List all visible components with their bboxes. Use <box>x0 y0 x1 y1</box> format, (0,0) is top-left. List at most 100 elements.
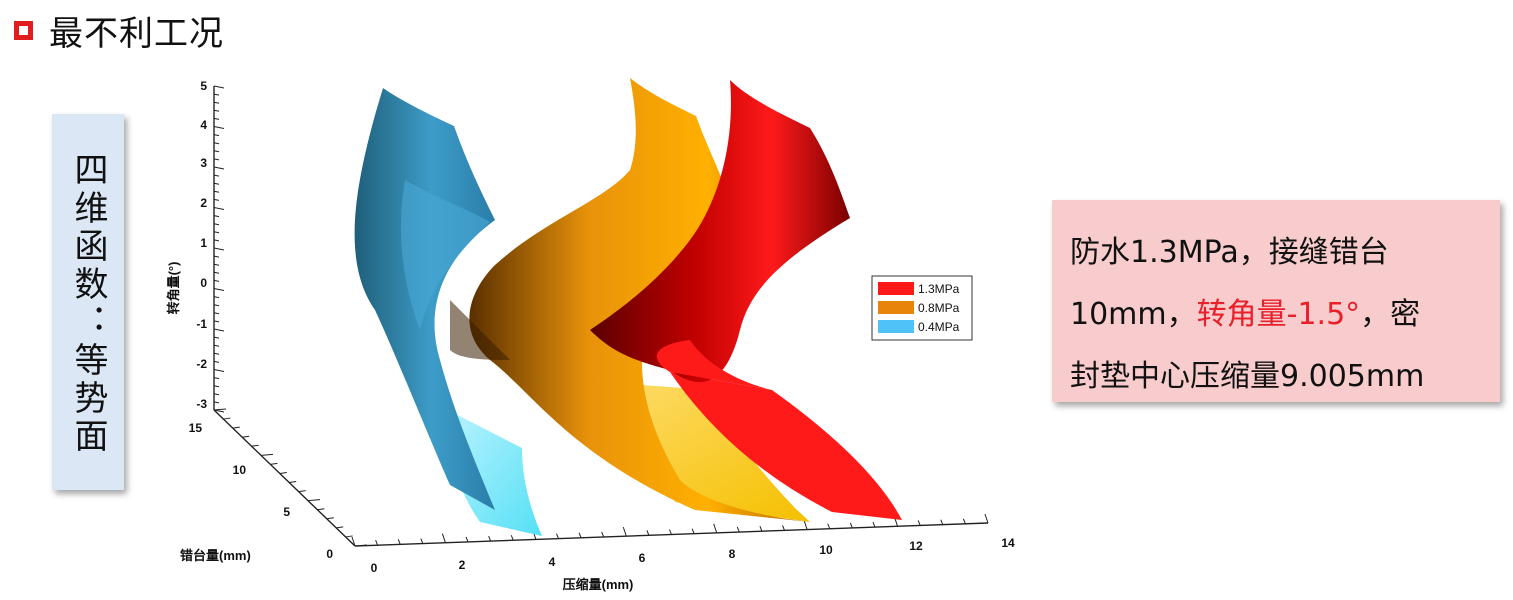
x-tick-label: 12 <box>909 539 923 553</box>
axis-tick <box>213 288 225 291</box>
axis-tick <box>375 539 379 546</box>
axis-tick <box>279 471 287 474</box>
y-tick-label: 5 <box>283 505 290 519</box>
axis-tick <box>213 231 220 234</box>
axis-tick <box>213 320 220 323</box>
z-tick-label: -3 <box>196 397 207 411</box>
legend-label-0.8mpa: 0.8MPa <box>918 301 960 315</box>
axis-tick <box>213 369 225 372</box>
axis-tick <box>917 520 921 526</box>
axis-tick <box>213 215 220 218</box>
axis-tick <box>213 93 220 96</box>
surface-0.8mpa-shadow <box>450 300 510 360</box>
z-tick-label: 1 <box>200 236 207 250</box>
axis-tick <box>872 521 876 528</box>
chart-legend: 1.3MPa 0.8MPa 0.4MPa <box>871 275 973 341</box>
info-line-2-post: ，密 <box>1360 297 1421 332</box>
axis-tick <box>223 417 231 420</box>
axis-tick <box>213 312 220 315</box>
axis-tick <box>213 344 220 347</box>
y-axis-title: 错台量(mm) <box>180 548 251 563</box>
surface-1.3mpa-floor <box>670 372 902 520</box>
axis-tick <box>270 462 278 465</box>
x-tick-label: 10 <box>819 543 833 557</box>
axis-tick <box>213 85 225 89</box>
axis-tick <box>622 526 627 537</box>
z-tick-label: 2 <box>200 196 207 210</box>
x-tick-label: 2 <box>459 558 466 572</box>
side-label-box: 四维函数：等势面 <box>52 114 124 490</box>
axis-ticks <box>213 85 989 547</box>
axis-tick <box>984 513 989 524</box>
info-line-1: 防水1.3MPa，接缝错台 <box>1070 235 1389 270</box>
axis-tick <box>213 377 220 380</box>
axis-tick <box>465 536 469 543</box>
surface-1.3mpa-front <box>656 340 772 390</box>
axis-tick <box>336 526 344 529</box>
axis-tick <box>260 453 274 456</box>
isosurface-chart: 5 4 3 2 1 0 -1 -2 -3 转角量(°) 15 10 5 0 错台… <box>166 78 1015 592</box>
z-tick-label: -2 <box>196 357 207 371</box>
axis-tick <box>213 352 220 355</box>
x-tick-labels: 0 2 4 6 8 10 12 14 <box>371 536 1015 575</box>
axis-tick <box>213 182 220 185</box>
side-label-text: 四维函数：等势面 <box>68 152 108 456</box>
z-axis-title: 转角量(°) <box>166 262 181 315</box>
axis-tick <box>307 499 321 502</box>
axis-tick <box>782 525 785 531</box>
slide-title: 最不利工况 <box>49 13 224 54</box>
axis-tick <box>420 538 424 544</box>
axis-tick <box>213 117 220 120</box>
axis-tick <box>213 279 220 282</box>
surface-0.8mpa-floor <box>545 378 810 522</box>
axis-tick <box>827 523 831 529</box>
surface-0.4mpa-highlight <box>400 180 490 330</box>
axis-tick <box>317 508 325 511</box>
axis-tick <box>213 247 225 251</box>
z-tick-label: 0 <box>200 276 207 290</box>
surface-0.4mpa <box>354 88 542 536</box>
axis-tick <box>213 360 220 363</box>
info-line-2: 10mm，转角量-1.5°，密 <box>1070 284 1500 346</box>
axis-tick <box>669 529 672 535</box>
x-axis-title: 压缩量(mm) <box>563 577 634 592</box>
axis-tick <box>213 166 225 170</box>
axis-tick <box>736 526 740 533</box>
legend-swatch-1.3mpa <box>878 282 914 295</box>
y-tick-label: 0 <box>326 547 333 561</box>
slide-title-bar: 最不利工况 <box>14 6 224 54</box>
z-tick-label: 4 <box>200 118 207 132</box>
axis-tick <box>213 158 220 161</box>
axis-tick <box>242 435 250 438</box>
axis-tick <box>441 533 446 543</box>
axis-tick <box>803 520 808 530</box>
axis-tick <box>213 223 220 226</box>
axis-tick <box>213 134 220 137</box>
y-tick-label: 10 <box>233 463 247 477</box>
info-line-2-pre: 10mm， <box>1070 297 1197 332</box>
axis-tick <box>213 150 220 153</box>
z-tick-label: -1 <box>196 317 207 331</box>
axis-tick <box>691 528 695 534</box>
axis-tick <box>488 535 492 542</box>
axis-tick <box>713 523 718 534</box>
axis-tick <box>213 198 220 201</box>
axis-tick <box>601 531 605 538</box>
y-axis-line <box>213 409 356 547</box>
axis-tick <box>213 401 220 404</box>
axis-tick <box>213 328 225 332</box>
axis-tick <box>213 385 220 388</box>
axis-tick <box>578 532 582 538</box>
z-tick-label: 5 <box>200 79 207 93</box>
x-tick-label: 14 <box>1001 536 1015 550</box>
axis-tick <box>213 190 220 193</box>
z-tick-labels: 5 4 3 2 1 0 -1 -2 -3 <box>196 79 207 411</box>
axis-tick <box>345 535 353 538</box>
surface-1.3mpa <box>590 80 902 520</box>
axis-tick <box>556 533 559 539</box>
axis-tick <box>646 530 650 536</box>
axis-tick <box>251 444 259 447</box>
axis-tick <box>213 336 220 339</box>
axis-tick <box>213 296 220 299</box>
axis-tick <box>213 255 220 258</box>
